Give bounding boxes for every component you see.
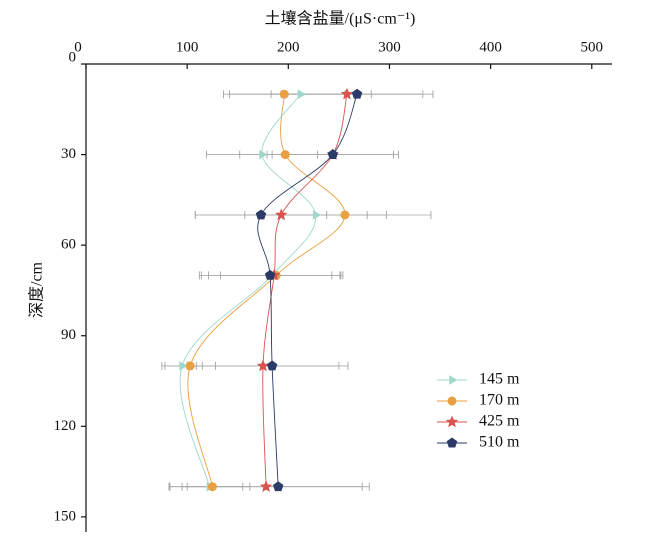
legend-marker — [447, 396, 457, 406]
marker — [280, 150, 290, 160]
marker — [340, 87, 354, 100]
marker — [340, 210, 350, 220]
x-tick-label: 300 — [378, 39, 401, 55]
marker — [264, 269, 276, 280]
y-tick-label: 30 — [61, 146, 76, 162]
legend-label: 425 m — [479, 413, 520, 430]
marker — [297, 89, 306, 99]
y-tick-label: 0 — [69, 49, 77, 65]
marker — [185, 361, 195, 371]
legend-label: 170 m — [479, 392, 520, 409]
legend-marker — [445, 415, 459, 428]
marker — [207, 482, 217, 492]
marker — [259, 149, 268, 160]
marker — [312, 210, 322, 220]
marker — [179, 361, 188, 371]
y-tick-label: 150 — [54, 508, 77, 524]
marker — [255, 209, 267, 220]
marker — [266, 360, 278, 371]
legend-marker — [446, 437, 458, 448]
y-tick-label: 60 — [61, 237, 76, 253]
x-tick-label: 500 — [581, 39, 604, 55]
x-tick-label: 100 — [176, 39, 199, 55]
y-axis-title: 深度/cm — [28, 261, 46, 318]
marker — [259, 480, 273, 492]
marker — [256, 359, 270, 372]
legend-marker — [449, 375, 458, 385]
marker — [279, 89, 289, 99]
legend-label: 510 m — [479, 434, 520, 451]
marker — [275, 208, 288, 221]
series-line — [257, 94, 358, 487]
y-tick-label: 90 — [61, 327, 76, 343]
x-tick-label: 400 — [479, 39, 502, 55]
y-tick-label: 120 — [54, 418, 77, 434]
x-tick-label: 200 — [277, 39, 300, 55]
marker — [327, 149, 339, 160]
x-axis-title: 土壤含盐量/(μS·cm⁻¹) — [265, 9, 416, 28]
series-line — [187, 94, 346, 487]
marker — [351, 88, 363, 99]
x-tick-label: 0 — [74, 39, 82, 55]
marker — [272, 481, 284, 492]
series-line — [179, 93, 317, 487]
legend-label: 145 m — [479, 371, 520, 388]
